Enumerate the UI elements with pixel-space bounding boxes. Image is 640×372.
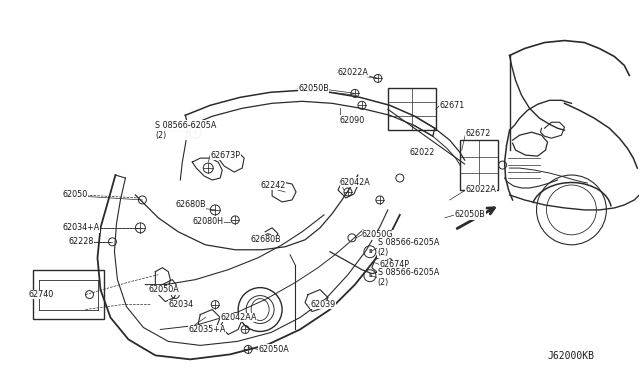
Text: 62022: 62022	[410, 148, 435, 157]
Text: 62680B: 62680B	[250, 235, 281, 244]
Text: 62090: 62090	[340, 116, 365, 125]
Text: 62672: 62672	[466, 129, 491, 138]
Bar	[460, 140, 498, 190]
Text: 62080H: 62080H	[192, 217, 223, 227]
Text: 62674P: 62674P	[380, 260, 410, 269]
Text: 62050: 62050	[63, 190, 88, 199]
Text: 62022A: 62022A	[338, 68, 369, 77]
Text: 62680B: 62680B	[175, 201, 206, 209]
Bar	[33, 270, 104, 320]
Text: 62050A: 62050A	[258, 345, 289, 354]
Text: S 08566-6205A
(2): S 08566-6205A (2)	[156, 121, 217, 140]
Text: S: S	[368, 273, 372, 278]
Text: 62039: 62039	[310, 300, 335, 309]
Text: 62228: 62228	[68, 237, 94, 246]
Text: 62042AA: 62042AA	[220, 313, 257, 322]
Text: S: S	[368, 249, 372, 254]
Text: S 08566-6205A
(2): S 08566-6205A (2)	[378, 238, 439, 257]
Text: 62740: 62740	[29, 290, 54, 299]
Text: 62050G: 62050G	[362, 230, 394, 239]
Text: 62050B: 62050B	[298, 84, 329, 93]
Text: S: S	[193, 130, 197, 135]
Bar	[388, 89, 436, 130]
Text: 62050A: 62050A	[148, 285, 179, 294]
Text: 62242: 62242	[260, 180, 285, 189]
Text: 62034+A: 62034+A	[63, 223, 100, 232]
Text: J62000KB: J62000KB	[547, 351, 595, 361]
Text: 62050B: 62050B	[454, 211, 486, 219]
Text: 62042A: 62042A	[340, 177, 371, 186]
Text: 62673P: 62673P	[210, 151, 240, 160]
Text: 62035+A: 62035+A	[188, 325, 226, 334]
Text: 62022A: 62022A	[466, 186, 497, 195]
Text: 62671: 62671	[440, 101, 465, 110]
Text: S 08566-6205A
(2): S 08566-6205A (2)	[378, 268, 439, 287]
Text: 62034: 62034	[168, 300, 193, 309]
